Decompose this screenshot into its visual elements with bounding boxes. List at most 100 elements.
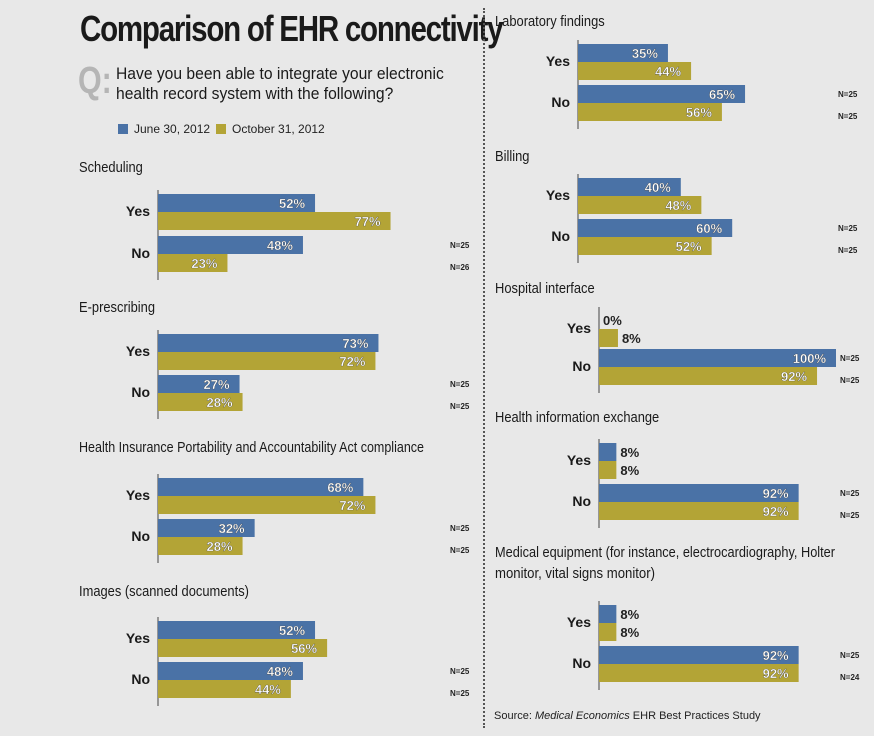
data-label-october-yes: 72% [339, 498, 365, 513]
category-label-no: No [551, 94, 570, 110]
category-label-yes: Yes [126, 203, 150, 219]
data-label-october-no: 28% [207, 539, 233, 554]
question-text: Have you been able to integrate your ele… [116, 64, 444, 103]
data-label-june-no: 60% [696, 221, 722, 236]
source-prefix: Source: [494, 710, 535, 722]
data-label-october-yes: 48% [665, 198, 691, 213]
data-label-october-no: 92% [781, 369, 807, 384]
data-label-october-no: 92% [763, 666, 789, 681]
data-label-june-no: 92% [763, 648, 789, 663]
sample-size-label: N=25 [450, 689, 470, 698]
data-label-october-yes: 44% [655, 64, 681, 79]
page-title: Comparison of EHR connectivity [80, 8, 504, 49]
bar-june-yes [599, 443, 617, 461]
data-label-june-yes: 68% [327, 480, 353, 495]
data-label-june-yes: 8% [620, 445, 639, 460]
data-label-june-yes: 40% [645, 180, 671, 195]
bar-october-yes [599, 329, 618, 347]
bar-october-yes [599, 461, 617, 479]
data-label-june-yes: 73% [342, 336, 368, 351]
sample-size-label: N=25 [450, 380, 470, 389]
category-label-yes: Yes [126, 487, 150, 503]
bar-october-no [578, 103, 722, 121]
data-label-june-yes: 8% [620, 607, 639, 622]
data-label-june-no: 65% [709, 87, 735, 102]
bar-june-yes [599, 605, 617, 623]
legend-label-june: June 30, 2012 [134, 122, 211, 136]
data-label-june-no: 27% [204, 377, 230, 392]
category-label-no: No [131, 528, 150, 544]
data-label-october-no: 52% [676, 239, 702, 254]
bar-june-no [158, 236, 303, 254]
data-label-october-yes: 77% [355, 214, 381, 229]
bar-october-no [599, 367, 818, 385]
panel-title: Health information exchange [495, 409, 659, 426]
category-label-yes: Yes [126, 630, 150, 646]
category-label-no: No [572, 655, 591, 671]
sample-size-label: N=25 [840, 354, 860, 363]
bar-june-no [158, 662, 303, 680]
bar-october-yes [578, 196, 702, 214]
category-label-yes: Yes [567, 452, 591, 468]
sample-size-label: N=25 [840, 651, 860, 660]
question-marker: Q: [78, 60, 112, 102]
bar-october-no [599, 664, 799, 682]
bar-october-yes [158, 352, 376, 370]
bar-june-no [158, 519, 255, 537]
panel-title: Laboratory findings [495, 13, 605, 30]
bar-june-no [599, 646, 799, 664]
panel-title: Billing [495, 148, 529, 165]
category-label-yes: Yes [567, 320, 591, 336]
data-label-october-no: 44% [255, 682, 281, 697]
sample-size-label: N=25 [838, 246, 858, 255]
bar-june-yes [158, 621, 316, 639]
bar-june-yes [578, 44, 668, 62]
data-label-october-no: 28% [207, 395, 233, 410]
source-suffix: EHR Best Practices Study [629, 710, 761, 722]
panel-title: Images (scanned documents) [79, 583, 249, 600]
sample-size-label: N=26 [450, 263, 470, 272]
legend-label-october: October 31, 2012 [232, 122, 325, 136]
data-label-october-yes: 8% [620, 463, 639, 478]
bar-june-yes [158, 478, 364, 496]
data-label-june-no: 32% [219, 521, 245, 536]
panel-title: E-prescribing [79, 299, 155, 316]
data-label-october-no: 92% [763, 504, 789, 519]
legend-item-june: June 30, 2012 [118, 122, 210, 136]
data-label-october-no: 23% [191, 256, 217, 271]
category-label-no: No [572, 493, 591, 509]
bar-june-yes [158, 194, 316, 212]
data-label-october-yes: 72% [339, 354, 365, 369]
bar-october-yes [599, 623, 617, 641]
bar-june-yes [578, 178, 681, 196]
bar-june-yes [158, 334, 379, 352]
panel-title: Hospital interface [495, 280, 595, 297]
data-label-june-no: 92% [763, 486, 789, 501]
category-label-no: No [131, 245, 150, 261]
sample-size-label: N=25 [450, 241, 470, 250]
bar-october-no [599, 502, 799, 520]
bar-october-no [158, 254, 228, 272]
data-label-june-yes: 52% [279, 623, 305, 638]
sample-size-label: N=25 [450, 546, 470, 555]
bar-october-yes [158, 639, 328, 657]
bar-june-no [578, 219, 733, 237]
category-label-yes: Yes [126, 343, 150, 359]
sample-size-label: N=25 [840, 376, 860, 385]
data-label-june-no: 48% [267, 238, 293, 253]
data-label-june-yes: 0% [603, 313, 622, 328]
bar-june-no [578, 85, 746, 103]
bar-october-yes [158, 212, 391, 230]
sample-size-label: N=25 [450, 524, 470, 533]
category-label-yes: Yes [567, 614, 591, 630]
bar-october-no [158, 393, 243, 411]
panel-title-line1: Medical equipment (for instance, electro… [495, 544, 835, 561]
bar-june-no [599, 349, 836, 367]
category-label-no: No [551, 228, 570, 244]
category-label-no: No [131, 384, 150, 400]
sample-size-label: N=25 [838, 90, 858, 99]
legend-item-october: October 31, 2012 [216, 122, 325, 136]
data-label-october-yes: 8% [620, 625, 639, 640]
